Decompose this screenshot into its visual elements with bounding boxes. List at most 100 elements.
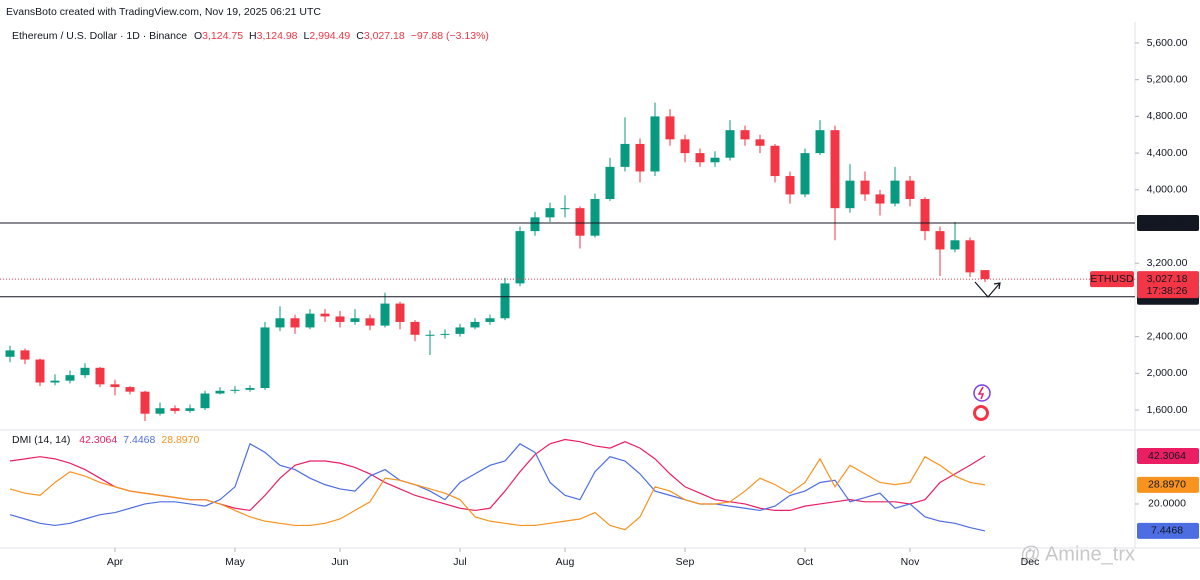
symbol-legend: Ethereum / U.S. Dollar · 1D · Binance O3… [12,30,489,42]
credit: EvansBoto created with TradingView.com, … [6,6,321,18]
price-tag-label: 3,027.18 [1147,273,1188,285]
candle-body [575,208,585,236]
candle-body [530,217,540,232]
candle-body [920,198,930,232]
candle-body [545,208,555,218]
dmi-value-tag-label: 7.4468 [1151,525,1183,537]
candle-body [875,194,885,204]
candle-body [860,180,870,195]
candle-body [965,240,975,273]
x-tick-label: Apr [107,556,124,568]
x-tick-label: Sep [676,556,695,568]
candle-body [305,313,315,328]
news-icon-glyph [976,408,986,418]
candle-body [35,359,45,383]
candle-body [275,318,285,328]
candle-body [425,334,435,336]
candle-body [125,387,135,392]
candle-body [20,350,30,360]
dmi-line [9,442,986,532]
candle-body [470,321,480,328]
x-tick-label: Nov [901,556,920,568]
indicator-title: DMI (14, 14) [12,434,70,446]
candle-body [455,327,465,334]
ohlc-key: H [249,30,257,42]
y-tick-label: 20.0000 [1148,498,1186,510]
y-tick-label: 5,200.00 [1147,73,1188,85]
candle-body [485,318,495,322]
candle-body [725,130,735,158]
candle-body [770,145,780,177]
candle-body [95,367,105,385]
event-icon-glyph [977,386,985,400]
y-tick-label: 5,600.00 [1147,37,1188,49]
candle-body [350,318,360,322]
candle-body [320,313,330,317]
indicator-legend: DMI (14, 14) 42.3064 7.4468 28.8970 [12,434,199,446]
candle-body [200,393,210,409]
candle-body [590,198,600,236]
candle-body [815,130,825,154]
candle-body [395,303,405,322]
price-countdown: 17:38:26 [1147,285,1188,297]
candle-body [905,180,915,199]
candle-body [290,318,300,328]
candle-body [110,384,120,388]
candle-body [500,283,510,319]
dmi-value-tag-label: 42.3064 [1148,450,1186,462]
candle-body [890,180,900,204]
arrow-head [993,282,1001,290]
candle-body [65,375,75,381]
x-tick-label: Jun [332,556,349,568]
dmi-value-tag [1137,448,1199,465]
candle-body [5,350,15,357]
price-tag [1137,271,1199,299]
ohlc-key: L [304,30,310,42]
candle-body [80,367,90,376]
x-tick-label: Jul [453,556,466,568]
y-tick-label: 4,000.00 [1147,184,1188,196]
ohlc-value: 2,994.49 [309,30,350,42]
candle-body [635,143,645,172]
event-icon[interactable] [973,384,991,402]
ohlc-value: 3,124.98 [257,30,298,42]
dmi-value-tag [1137,476,1199,493]
dmi-legend-value: 7.4468 [123,434,155,446]
candle-body [185,408,195,411]
ohlc-key: C [356,30,364,42]
y-tick-label: 4,400.00 [1147,147,1188,159]
candle-body [755,139,765,146]
dmi-legend-value: 42.3064 [79,434,117,446]
candle-body [800,153,810,195]
dmi-value-tag-label: 28.8970 [1148,479,1186,491]
candle-body [620,143,630,167]
candle-body [740,130,750,140]
candle-body [410,321,420,335]
candle-body [245,387,255,390]
candle-body [140,391,150,414]
candle-body [230,389,240,391]
watermark: @ Amine_trx [1020,543,1135,565]
candle-body [260,327,270,388]
candle-body [665,116,675,140]
dmi-legend-value: 28.8970 [161,434,199,446]
x-tick-label: May [225,556,246,568]
candle-body [560,208,570,210]
candle-body [710,157,720,163]
level-tag-label: 3,638.09 [1147,217,1188,229]
y-tick-label: 2,000.00 [1147,367,1188,379]
symbol-title: Ethereum / U.S. Dollar · 1D · Binance [12,30,187,42]
y-tick-label: 4,800.00 [1147,110,1188,122]
candle-body [950,240,960,250]
candle-body [155,408,165,414]
candle-body [170,408,180,411]
y-tick-label: 2,400.00 [1147,330,1188,342]
symbol-tag [1090,271,1134,288]
ohlc-value: 3,027.18 [364,30,405,42]
candle-body [785,176,795,195]
x-tick-label: Aug [556,556,575,568]
candle-body [365,318,375,326]
candle-body [605,166,615,199]
dmi-value-tag [1137,522,1199,539]
